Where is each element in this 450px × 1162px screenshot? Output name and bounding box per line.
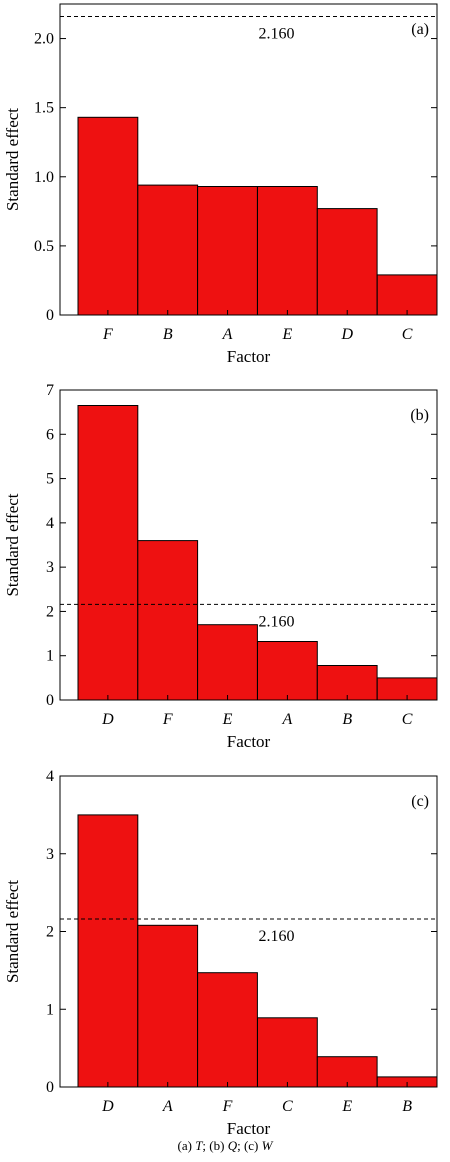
x-tick-label: E — [222, 711, 233, 728]
chart-panel-3: 0 1 2 3 4 D A F C E B 2.160 (c) Factor Standard effect — [3, 768, 438, 1138]
x-tick-label: B — [402, 1098, 412, 1115]
x-tick-label: E — [282, 326, 293, 343]
x-tick-label: B — [163, 326, 173, 343]
y-tick-label: 3 — [46, 846, 54, 863]
caption-symbol-q: Q — [227, 1138, 238, 1153]
bar-b — [137, 184, 199, 316]
bar-d — [77, 814, 139, 1088]
bar-c — [257, 1017, 318, 1088]
y-tick-label: 6 — [46, 426, 54, 443]
x-tick-label: A — [282, 711, 293, 728]
bar-f — [137, 540, 199, 701]
bar-f — [197, 972, 258, 1088]
y-tick-label: 0 — [46, 307, 54, 324]
caption-part: ; (c) — [237, 1138, 262, 1153]
x-tick-label: C — [402, 711, 413, 728]
caption-symbol-w: W — [261, 1138, 273, 1153]
y-tick-label: 1 — [46, 648, 54, 665]
y-tick-label: 2 — [46, 603, 54, 620]
x-axis-label: Factor — [227, 1119, 271, 1138]
x-tick-label: D — [101, 1098, 114, 1115]
y-axis-label: Standard effect — [3, 880, 22, 983]
bar-e — [316, 1056, 378, 1088]
panel-label: (c) — [411, 793, 429, 810]
y-axis-label: Standard effect — [3, 493, 22, 596]
bar-b — [316, 665, 378, 701]
x-tick-label: F — [222, 1098, 233, 1115]
caption-symbol-t: T — [195, 1138, 203, 1153]
x-axis-label: Factor — [227, 732, 271, 751]
x-axis-label: Factor — [227, 347, 271, 366]
figure-caption: (a) T; (b) Q; (c) W — [0, 1138, 450, 1154]
bar-f — [77, 116, 139, 316]
reference-line-label: 2.160 — [259, 928, 295, 945]
x-tick-label: C — [282, 1098, 293, 1115]
y-tick-label: 2 — [46, 924, 54, 941]
y-tick-label: 0.5 — [34, 238, 54, 255]
y-tick-label: 5 — [46, 471, 54, 488]
y-tick-label: 2.0 — [34, 31, 54, 48]
x-tick-label: A — [162, 1098, 173, 1115]
x-tick-label: E — [341, 1098, 352, 1115]
y-tick-label: 3 — [46, 559, 54, 576]
x-tick-label: F — [162, 711, 173, 728]
y-tick-label: 4 — [46, 768, 54, 785]
y-tick-label: 1 — [46, 1001, 54, 1018]
bar-a — [257, 641, 318, 701]
x-tick-label: D — [101, 711, 114, 728]
chart-panel-2: 0 1 2 3 4 5 6 7 D F E A B C 2.160 (b) Factor Standard eff… — [3, 382, 438, 751]
x-tick-label: A — [222, 326, 233, 343]
y-tick-label: 0 — [46, 692, 54, 709]
bar-e — [257, 186, 318, 316]
plot-frame — [59, 389, 438, 701]
bar-a — [197, 186, 258, 316]
bar-d — [77, 405, 139, 701]
x-tick-label: F — [102, 326, 113, 343]
x-tick-label: D — [340, 326, 353, 343]
bar-a — [137, 924, 199, 1088]
y-tick-label: 1.0 — [34, 169, 54, 186]
caption-part: ; (b) — [202, 1138, 228, 1153]
chart-panel-1: 0 0.5 1.0 1.5 2.0 F B A E D C 2.160 (a) Factor Standar… — [3, 3, 438, 366]
x-tick-label: B — [342, 711, 352, 728]
plot-frame — [59, 3, 438, 316]
bar-d — [316, 208, 378, 316]
panel-label: (a) — [411, 21, 429, 38]
caption-part: (a) — [177, 1138, 196, 1153]
y-axis-label: Standard effect — [3, 108, 22, 211]
y-tick-label: 0 — [46, 1079, 54, 1096]
reference-line-label: 2.160 — [259, 613, 295, 630]
x-tick-label: C — [402, 326, 413, 343]
y-tick-label: 7 — [46, 382, 54, 399]
bar-e — [197, 624, 258, 701]
bar-c — [376, 274, 438, 316]
y-tick-label: 1.5 — [34, 100, 54, 117]
reference-line-label: 2.160 — [259, 25, 295, 42]
panel-label: (b) — [410, 407, 429, 424]
y-tick-label: 4 — [46, 515, 54, 532]
